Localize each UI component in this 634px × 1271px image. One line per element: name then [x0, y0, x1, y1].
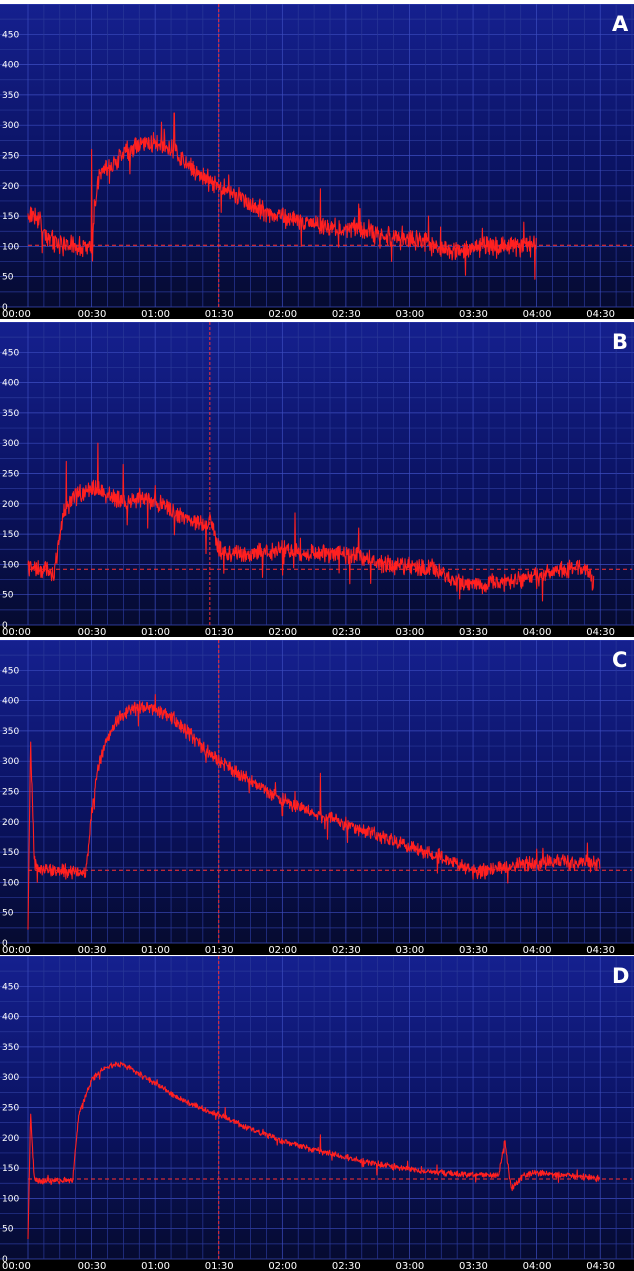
- chart-d-x-tick-7: 03:30: [459, 1261, 488, 1271]
- chart-b-x-tick-9: 04:30: [586, 627, 615, 637]
- chart-b-y-tick-250: 250: [2, 470, 19, 480]
- chart-b-x-tick-6: 03:00: [395, 627, 424, 637]
- chart-a-x-tick-1: 00:30: [78, 309, 107, 319]
- chart-c-y-tick-350: 350: [2, 727, 19, 737]
- chart-b-x-tick-5: 02:30: [332, 627, 361, 637]
- chart-c-svg: 0 50 100 150 200 250 300 350 400 450 00:00 00:30 01:…: [0, 640, 634, 955]
- chart-d-y-tick-100: 100: [2, 1194, 19, 1204]
- chart-c-x-tick-8: 04:00: [523, 945, 552, 955]
- chart-c-x-tick-6: 03:00: [395, 945, 424, 955]
- chart-a-x-tick-9: 04:30: [586, 309, 615, 319]
- chart-c-y-tick-150: 150: [2, 848, 19, 858]
- chart-a-x-tick-5: 02:30: [332, 309, 361, 319]
- chart-a-y-tick-50: 50: [2, 273, 14, 283]
- chart-b-x-tick-0: 00:00: [2, 627, 31, 637]
- chart-c-x-tick-0: 00:00: [2, 945, 31, 955]
- chart-a-x-tick-7: 03:30: [459, 309, 488, 319]
- chart-c-x-tick-2: 01:00: [141, 945, 170, 955]
- chart-c-y-tick-50: 50: [2, 909, 14, 919]
- chart-a-x-tick-8: 04:00: [523, 309, 552, 319]
- chart-d-svg: 0 50 100 150 200 250 300 350 400 450 00:00 00:30 01:…: [0, 956, 634, 1271]
- chart-a-grid: [0, 4, 634, 307]
- chart-c-y-tick-250: 250: [2, 788, 19, 798]
- chart-b-x-tick-4: 02:00: [268, 627, 297, 637]
- chart-d-x-tick-9: 04:30: [586, 1261, 615, 1271]
- chart-d-background: [0, 956, 634, 1271]
- chart-b-y-tick-350: 350: [2, 409, 19, 419]
- chart-d-y-tick-250: 250: [2, 1104, 19, 1114]
- chart-c-x-tick-3: 01:30: [205, 945, 234, 955]
- chart-panel-b: 0 50 100 150 200 250 300 350 400 450 00:00 00:30 01:…: [0, 322, 634, 637]
- chart-b-x-tick-8: 04:00: [523, 627, 552, 637]
- chart-c-y-tick-300: 300: [2, 757, 19, 767]
- chart-b-y-tick-400: 400: [2, 379, 19, 389]
- chart-d-x-tick-3: 01:30: [205, 1261, 234, 1271]
- chart-a-y-tick-150: 150: [2, 212, 19, 222]
- chart-c-x-tick-7: 03:30: [459, 945, 488, 955]
- chart-b-svg: 0 50 100 150 200 250 300 350 400 450 00:00 00:30 01:…: [0, 322, 634, 637]
- chart-a-x-tick-4: 02:00: [268, 309, 297, 319]
- chart-b-y-tick-450: 450: [2, 348, 19, 358]
- chart-a-y-tick-450: 450: [2, 30, 19, 40]
- chart-b-panel-label: B: [612, 330, 628, 354]
- chart-d-x-tick-2: 01:00: [141, 1261, 170, 1271]
- chart-d-y-tick-150: 150: [2, 1164, 19, 1174]
- chart-d-y-tick-400: 400: [2, 1013, 19, 1023]
- chart-d-grid: [0, 956, 634, 1259]
- chart-d-y-tick-350: 350: [2, 1043, 19, 1053]
- chart-c-y-tick-100: 100: [2, 878, 19, 888]
- chart-d-x-tick-1: 00:30: [78, 1261, 107, 1271]
- chart-d-y-tick-450: 450: [2, 982, 19, 992]
- chart-b-y-tick-100: 100: [2, 560, 19, 570]
- chart-a-y-tick-100: 100: [2, 242, 19, 252]
- chart-c-y-tick-450: 450: [2, 666, 19, 676]
- chart-d-x-tick-8: 04:00: [523, 1261, 552, 1271]
- chart-c-y-tick-400: 400: [2, 697, 19, 707]
- chart-d-x-tick-6: 03:00: [395, 1261, 424, 1271]
- chart-d-x-tick-0: 00:00: [2, 1261, 31, 1271]
- chart-b-y-tick-50: 50: [2, 591, 14, 601]
- chart-a-y-tick-250: 250: [2, 152, 19, 162]
- chart-a-y-tick-350: 350: [2, 91, 19, 101]
- chart-a-x-tick-3: 01:30: [205, 309, 234, 319]
- chart-c-panel-label: C: [612, 648, 627, 672]
- chart-d-y-tick-200: 200: [2, 1134, 19, 1144]
- chart-b-x-tick-2: 01:00: [141, 627, 170, 637]
- chart-a-y-tick-300: 300: [2, 121, 19, 131]
- chart-b-x-tick-7: 03:30: [459, 627, 488, 637]
- chart-panel-d: 0 50 100 150 200 250 300 350 400 450 00:00 00:30 01:…: [0, 956, 634, 1271]
- chart-a-panel-label: A: [612, 12, 629, 36]
- chart-panel-c: 0 50 100 150 200 250 300 350 400 450 00:00 00:30 01:…: [0, 640, 634, 955]
- chart-b-y-tick-200: 200: [2, 500, 19, 510]
- chart-c-x-tick-5: 02:30: [332, 945, 361, 955]
- chart-a-x-tick-2: 01:00: [141, 309, 170, 319]
- chart-a-background: [0, 4, 634, 319]
- chart-b-background: [0, 322, 634, 637]
- chart-a-svg: 0 50 100 150 200 250 300 350 400 450 00:00 00:30 01:…: [0, 4, 634, 319]
- chart-d-x-tick-4: 02:00: [268, 1261, 297, 1271]
- chart-a-x-tick-0: 00:00: [2, 309, 31, 319]
- chart-a-x-tick-6: 03:00: [395, 309, 424, 319]
- chart-b-x-tick-1: 00:30: [78, 627, 107, 637]
- chart-b-y-tick-150: 150: [2, 530, 19, 540]
- chart-d-panel-label: D: [612, 964, 629, 988]
- chart-d-x-tick-5: 02:30: [332, 1261, 361, 1271]
- chart-a-y-tick-400: 400: [2, 61, 19, 71]
- chart-c-x-tick-4: 02:00: [268, 945, 297, 955]
- chart-c-x-tick-9: 04:30: [586, 945, 615, 955]
- chart-b-y-tick-300: 300: [2, 439, 19, 449]
- chart-panel-a: 0 50 100 150 200 250 300 350 400 450 00:00 00:30 01:…: [0, 4, 634, 319]
- chart-a-y-tick-200: 200: [2, 182, 19, 192]
- chart-c-y-tick-200: 200: [2, 818, 19, 828]
- chart-b-x-tick-3: 01:30: [205, 627, 234, 637]
- chart-d-y-tick-50: 50: [2, 1225, 14, 1235]
- chart-c-x-tick-1: 00:30: [78, 945, 107, 955]
- chart-d-y-tick-300: 300: [2, 1073, 19, 1083]
